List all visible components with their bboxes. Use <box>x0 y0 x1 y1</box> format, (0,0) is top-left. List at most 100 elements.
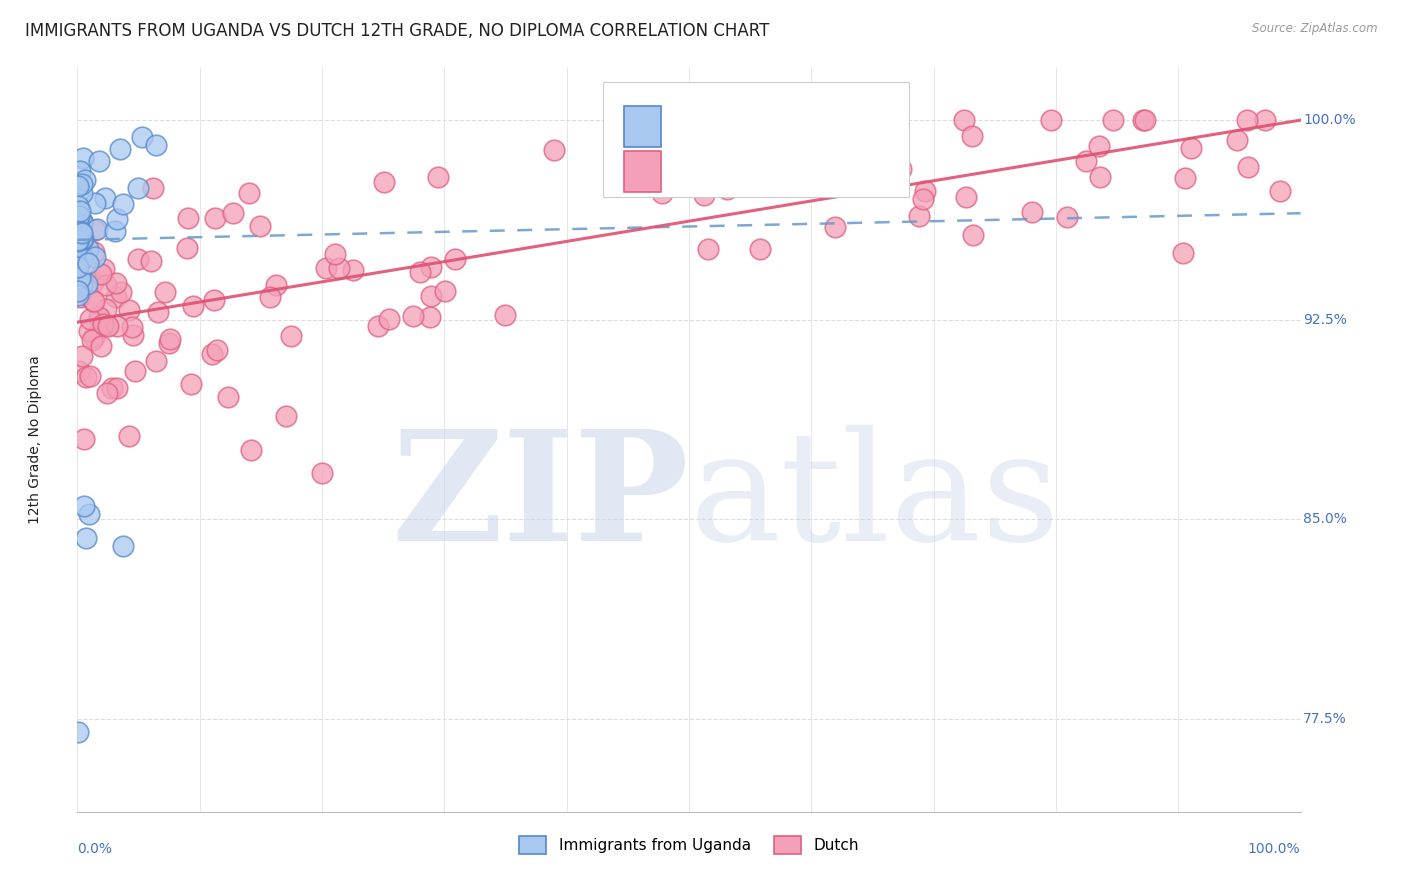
Point <box>205 343 228 358</box>
Point <box>75 531 97 545</box>
Point <box>342 262 364 277</box>
Point <box>609 113 631 128</box>
Point <box>693 187 716 202</box>
Point <box>1236 113 1258 128</box>
Point <box>70 232 93 246</box>
Point <box>67 238 90 252</box>
Point <box>222 205 245 219</box>
Point <box>105 381 128 395</box>
Point <box>686 159 709 173</box>
Point <box>73 499 96 513</box>
Point <box>67 229 90 244</box>
Point <box>76 256 98 270</box>
Point <box>104 224 127 238</box>
Point <box>72 251 94 265</box>
Point <box>93 261 115 276</box>
Point <box>274 409 297 423</box>
Point <box>962 228 984 243</box>
Point <box>1021 204 1043 219</box>
Point <box>70 186 93 200</box>
Point <box>66 179 89 194</box>
Point <box>419 310 441 324</box>
Point <box>1088 170 1111 185</box>
Point <box>543 143 565 157</box>
Point <box>157 336 180 351</box>
Point <box>952 113 974 128</box>
Point <box>217 390 239 404</box>
Text: atlas: atlas <box>689 425 1060 574</box>
Point <box>1174 171 1197 186</box>
Point <box>70 350 93 364</box>
Point <box>69 290 91 304</box>
Point <box>97 318 120 333</box>
Point <box>328 260 350 275</box>
Point <box>66 244 89 258</box>
Point <box>84 250 107 264</box>
Point <box>89 310 111 324</box>
Point <box>82 293 104 308</box>
Point <box>66 209 89 223</box>
FancyBboxPatch shape <box>624 106 661 147</box>
Point <box>76 277 98 291</box>
Text: 77.5%: 77.5% <box>1303 712 1347 725</box>
Point <box>67 364 90 378</box>
Point <box>72 151 94 165</box>
Point <box>145 354 167 368</box>
Point <box>824 219 846 234</box>
Text: IMMIGRANTS FROM UGANDA VS DUTCH 12TH GRADE, NO DIPLOMA CORRELATION CHART: IMMIGRANTS FROM UGANDA VS DUTCH 12TH GRA… <box>25 22 769 40</box>
Point <box>70 278 93 293</box>
Point <box>181 299 204 313</box>
Point <box>77 507 100 521</box>
Point <box>962 128 984 143</box>
Point <box>121 328 143 343</box>
Point <box>67 257 90 271</box>
Point <box>1056 210 1078 224</box>
Point <box>72 215 94 229</box>
Point <box>494 308 516 322</box>
Point <box>105 212 128 227</box>
Point <box>94 302 117 317</box>
Point <box>201 347 224 361</box>
FancyBboxPatch shape <box>603 82 910 197</box>
Text: 12th Grade, No Diploma: 12th Grade, No Diploma <box>28 355 42 524</box>
Point <box>101 381 124 395</box>
Point <box>84 196 107 211</box>
Point <box>84 223 107 237</box>
Point <box>124 364 146 378</box>
Point <box>142 181 165 195</box>
Point <box>67 725 90 739</box>
Point <box>325 247 347 261</box>
Point <box>80 333 103 347</box>
Point <box>696 243 718 257</box>
Point <box>111 539 134 553</box>
Point <box>75 370 97 384</box>
Point <box>72 214 94 228</box>
Point <box>117 303 139 318</box>
Point <box>83 245 105 260</box>
Point <box>716 182 738 196</box>
Text: 92.5%: 92.5% <box>1303 312 1347 326</box>
Point <box>249 219 271 233</box>
Point <box>67 260 90 274</box>
Point <box>108 142 131 156</box>
Point <box>112 197 135 211</box>
Point <box>90 268 112 282</box>
Point <box>621 113 644 128</box>
Point <box>141 253 163 268</box>
Point <box>1040 113 1063 128</box>
Point <box>311 466 333 480</box>
Point <box>70 228 93 243</box>
Point <box>105 290 128 304</box>
Point <box>280 329 302 343</box>
Point <box>67 209 90 223</box>
Point <box>94 191 117 205</box>
Point <box>89 154 111 169</box>
Point <box>1226 133 1249 147</box>
Point <box>426 169 449 184</box>
Point <box>73 432 96 446</box>
Point <box>79 368 101 383</box>
Point <box>66 206 89 220</box>
Point <box>259 290 281 304</box>
Text: N = 115: N = 115 <box>796 162 869 180</box>
Point <box>69 203 91 218</box>
